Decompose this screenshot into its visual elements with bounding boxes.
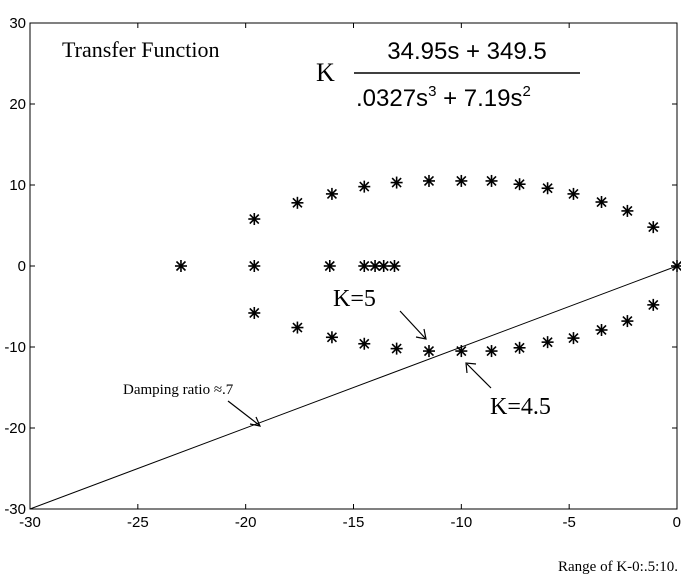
locus-point xyxy=(390,176,403,189)
locus-point xyxy=(455,345,468,358)
locus-point xyxy=(595,196,608,209)
locus-point xyxy=(485,345,498,358)
plot-area xyxy=(29,22,678,510)
tf-numerator: 34.95s + 349.5 xyxy=(387,38,546,65)
locus-point xyxy=(248,306,261,319)
locus-point xyxy=(291,321,304,334)
tf-den-term-a: .0327s xyxy=(356,85,428,112)
y-tick-label: -10 xyxy=(4,339,26,356)
locus-point xyxy=(647,221,660,234)
x-tick-label: -5 xyxy=(562,514,575,531)
annotation-k5-arrowhead xyxy=(415,328,427,340)
root-locus-points xyxy=(174,174,681,358)
annotation-damping-arrow xyxy=(227,400,260,426)
locus-point xyxy=(647,298,660,311)
locus-point xyxy=(390,342,403,355)
tf-den-exp-a: 3 xyxy=(428,83,436,100)
annotation-k5-label: K=5 xyxy=(333,286,376,312)
locus-point xyxy=(621,315,634,328)
locus-point xyxy=(358,260,371,272)
locus-point xyxy=(174,260,187,272)
tf-den-exp-b: 2 xyxy=(522,83,530,100)
locus-point xyxy=(567,332,580,345)
damping-ratio-line xyxy=(29,265,678,510)
locus-point xyxy=(541,182,554,195)
annotation-damping-arrowhead xyxy=(249,416,262,427)
y-tick-label: 30 xyxy=(9,15,26,32)
x-tick-label: -20 xyxy=(235,514,257,531)
annotation-k45-arrowhead xyxy=(465,362,477,374)
y-tick-label: 20 xyxy=(9,96,26,113)
locus-point xyxy=(325,331,338,344)
locus-point xyxy=(541,336,554,349)
y-tick-label: 0 xyxy=(18,258,26,275)
y-tick-label: -20 xyxy=(4,420,26,437)
locus-point xyxy=(248,213,261,226)
locus-point xyxy=(567,187,580,200)
locus-point xyxy=(248,260,261,272)
x-tick-label: 0 xyxy=(673,514,681,531)
locus-point xyxy=(377,260,390,272)
locus-point xyxy=(325,187,338,200)
transfer-function-title: Transfer Function xyxy=(62,37,219,62)
locus-point xyxy=(358,337,371,350)
annotation-damping-label: Damping ratio ≈.7 xyxy=(123,382,234,398)
x-tick-label: -10 xyxy=(450,514,472,531)
locus-point xyxy=(358,180,371,193)
locus-point xyxy=(513,178,526,191)
annotation-k45-label: K=4.5 xyxy=(490,394,551,420)
x-tick-label: -15 xyxy=(343,514,365,531)
locus-point xyxy=(388,260,401,272)
y-tick-label: 10 xyxy=(9,177,26,194)
locus-point xyxy=(323,260,336,272)
locus-point xyxy=(513,341,526,354)
locus-point xyxy=(422,345,435,358)
footer-k-range: Range of K-0:.5:10. xyxy=(558,559,678,575)
locus-point xyxy=(291,196,304,209)
locus-point xyxy=(595,323,608,336)
axis-tick-labels: -30 -25 -20 -15 -10 -5 0 30 20 10 0 -10 -20 -30 xyxy=(4,15,681,531)
x-tick-label: -30 xyxy=(19,514,41,531)
locus-point xyxy=(671,260,681,272)
annotation-k45-arrow xyxy=(466,363,492,389)
tf-den-term-b: + 7.19s xyxy=(436,85,522,112)
locus-point xyxy=(485,174,498,187)
locus-point xyxy=(455,174,468,187)
x-tick-label: -25 xyxy=(127,514,149,531)
annotation-k5-arrow xyxy=(399,310,426,339)
y-tick-label: -30 xyxy=(4,501,26,518)
locus-point xyxy=(621,204,634,217)
tf-gain-symbol: K xyxy=(316,58,335,87)
tf-denominator: .0327s3 + 7.19s2 xyxy=(356,83,531,112)
locus-point xyxy=(422,174,435,187)
